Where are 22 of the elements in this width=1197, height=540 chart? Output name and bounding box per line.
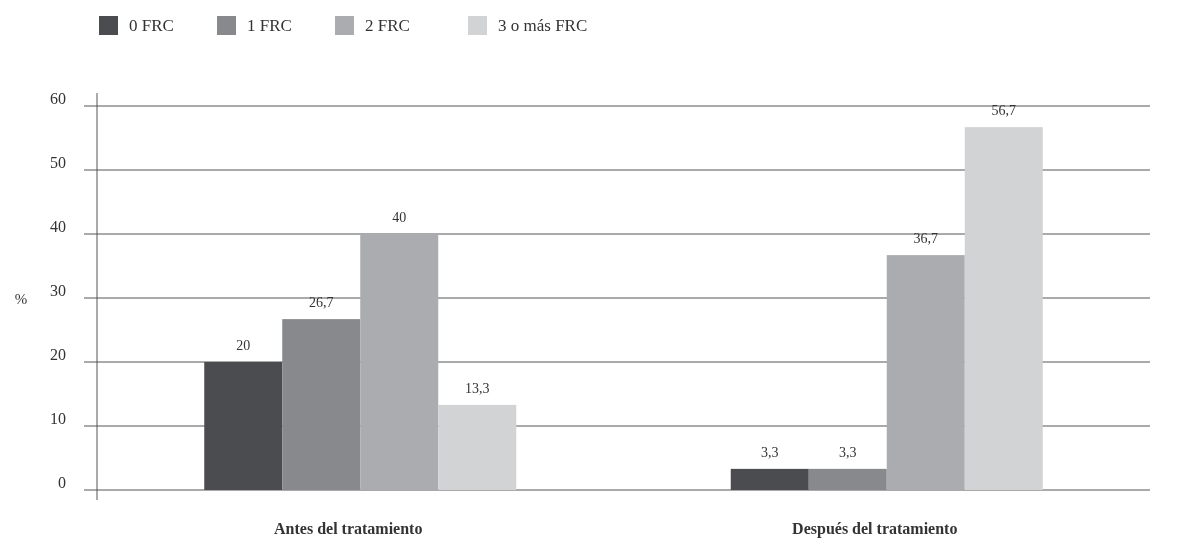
legend-label: 0 FRC bbox=[129, 16, 174, 35]
y-axis-title: % bbox=[14, 291, 28, 307]
x-tick-label: Antes del tratamiento bbox=[274, 520, 423, 537]
data-label: 40 bbox=[392, 210, 407, 225]
data-label: 13,3 bbox=[465, 380, 490, 396]
legend-label: 1 FRC bbox=[247, 16, 292, 35]
data-label: 26,7 bbox=[309, 295, 334, 311]
data-label: 56,7 bbox=[991, 103, 1016, 119]
data-label: 3,3 bbox=[839, 444, 857, 460]
y-tick-label: 20 bbox=[50, 346, 66, 364]
data-label: 3,3 bbox=[761, 444, 779, 460]
data-label: 20 bbox=[236, 338, 251, 353]
legend-label: 2 FRC bbox=[365, 16, 410, 35]
x-tick-label: Después del tratamiento bbox=[792, 520, 958, 538]
legend-label: 3 o más FRC bbox=[498, 16, 588, 35]
y-tick-label: 60 bbox=[50, 90, 66, 108]
data-label: 36,7 bbox=[913, 231, 938, 247]
y-tick-label: 50 bbox=[50, 154, 66, 172]
y-tick-label: 30 bbox=[50, 282, 66, 300]
y-tick-label: 40 bbox=[50, 218, 66, 236]
y-tick-label: 0 bbox=[58, 474, 66, 492]
y-tick-label: 10 bbox=[50, 410, 66, 428]
